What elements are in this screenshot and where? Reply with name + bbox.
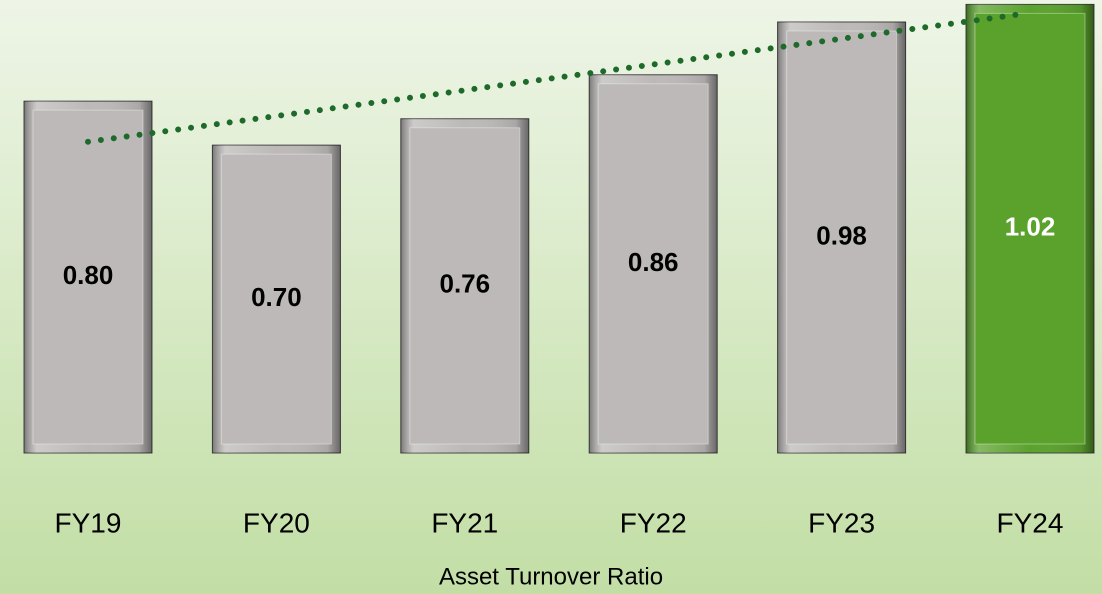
bar-bevel	[220, 153, 332, 445]
chart-title: Asset Turnover Ratio	[439, 563, 663, 590]
bar-bevel	[786, 30, 898, 445]
value-label: 0.98	[816, 220, 867, 250]
x-tick-label: FY21	[431, 507, 498, 538]
bar-bevel	[32, 109, 144, 445]
x-tick-label: FY23	[808, 507, 875, 538]
x-tick-label: FY20	[243, 507, 310, 538]
x-tick-label: FY24	[997, 507, 1064, 538]
x-tick-label: FY19	[55, 507, 122, 538]
bar-bevel	[597, 83, 709, 445]
trendline	[85, 10, 1028, 145]
x-tick-label: FY22	[620, 507, 687, 538]
value-label: 0.70	[251, 282, 302, 312]
value-label: 0.76	[439, 269, 490, 299]
value-label: 0.80	[63, 260, 114, 290]
bar-bevel	[974, 12, 1086, 445]
value-label: 0.86	[628, 247, 679, 277]
value-label: 1.02	[1005, 212, 1056, 242]
bar-bevel	[409, 127, 521, 445]
